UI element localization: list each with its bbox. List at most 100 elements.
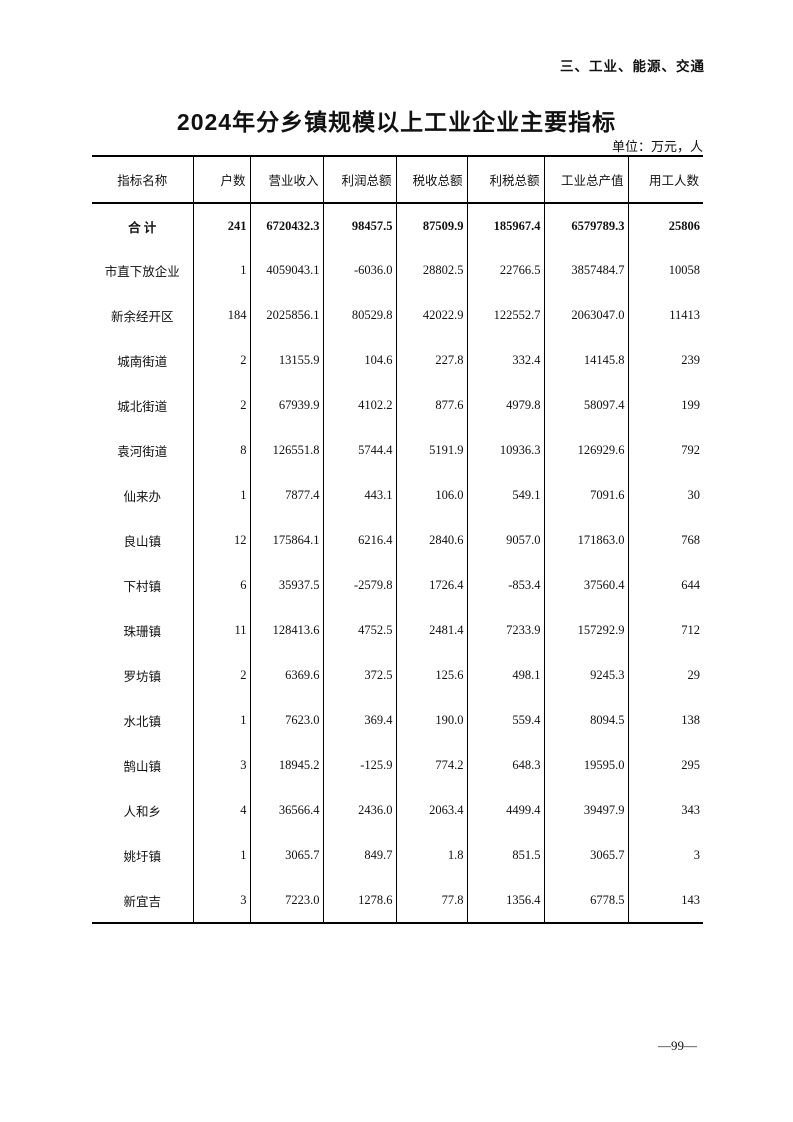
page-title: 2024年分乡镇规模以上工业企业主要指标: [176, 109, 617, 135]
row-value-cell: 2063.4: [396, 788, 468, 833]
row-value-cell: 6: [193, 563, 251, 608]
row-value-cell: 2: [193, 383, 251, 428]
column-header-employee-count: 用工人数: [628, 156, 703, 204]
row-value-cell: 2: [193, 653, 251, 698]
row-value-cell: 42022.9: [396, 293, 468, 338]
row-value-cell: 774.2: [396, 743, 468, 788]
table-row: 人和乡 4 36566.4 2436.0 2063.4 4499.4 39497.9 343: [92, 788, 703, 833]
row-value-cell: 241: [193, 203, 251, 248]
row-value-cell: 4: [193, 788, 251, 833]
row-value-cell: -2579.8: [323, 563, 397, 608]
table-row: 新余经开区 184 2025856.1 80529.8 42022.9 122552.7 2…: [92, 293, 703, 338]
row-value-cell: 369.4: [323, 698, 397, 743]
row-value-cell: -853.4: [467, 563, 545, 608]
table-row: 姚圩镇 1 3065.7 849.7 1.8 851.5 3065.7 3: [92, 833, 703, 878]
row-value-cell: 1.8: [396, 833, 468, 878]
row-value-cell: 2436.0: [323, 788, 397, 833]
row-value-cell: 35937.5: [250, 563, 324, 608]
row-value-cell: 1: [193, 473, 251, 518]
row-value-cell: 7623.0: [250, 698, 324, 743]
row-value-cell: 7223.0: [250, 878, 324, 923]
table-row: 下村镇 6 35937.5 -2579.8 1726.4 -853.4 37560.4 644: [92, 563, 703, 608]
row-value-cell: 18945.2: [250, 743, 324, 788]
table-row: 珠珊镇 11 128413.6 4752.5 2481.4 7233.9 157292.9 7…: [92, 608, 703, 653]
indicators-table: 指标名称 户数 营业收入 利润总额 税收总额 利税总额 工业总产值 用工人数 合…: [92, 155, 703, 924]
row-indicator-name: 下村镇: [92, 563, 194, 608]
row-indicator-name: 新宜吉: [92, 878, 194, 923]
row-value-cell: 6720432.3: [250, 203, 324, 248]
row-value-cell: 1: [193, 248, 251, 293]
row-value-cell: 1278.6: [323, 878, 397, 923]
row-value-cell: 10058: [668, 263, 700, 277]
row-value-cell: 3: [193, 743, 251, 788]
row-value-cell: 1726.4: [396, 563, 468, 608]
row-value-cell: 185967.4: [467, 203, 545, 248]
unit-note: 单位：万元，人: [611, 139, 703, 154]
row-value-cell: 712: [681, 623, 700, 637]
row-value-cell: 343: [681, 803, 700, 817]
row-value-cell: 849.7: [323, 833, 397, 878]
row-value-cell: 332.4: [467, 338, 545, 383]
row-value-cell: -6036.0: [323, 248, 397, 293]
table-row: 水北镇 1 7623.0 369.4 190.0 559.4 8094.5 138: [92, 698, 703, 743]
row-value-cell: 87509.9: [396, 203, 468, 248]
row-value-cell: 2025856.1: [250, 293, 324, 338]
row-value-cell: 157292.9: [544, 608, 629, 653]
row-value-cell: 122552.7: [467, 293, 545, 338]
row-value-cell: 11413: [669, 308, 700, 322]
row-indicator-name: 袁河街道: [92, 428, 194, 473]
table-row: 仙来办 1 7877.4 443.1 106.0 549.1 7091.6 30: [92, 473, 703, 518]
row-value-cell: 851.5: [467, 833, 545, 878]
row-value-cell: 22766.5: [467, 248, 545, 293]
column-header-indicator-name: 指标名称: [92, 156, 194, 204]
row-value-cell: 4979.8: [467, 383, 545, 428]
row-value-cell: 549.1: [467, 473, 545, 518]
row-value-cell: 128413.6: [250, 608, 324, 653]
row-value-cell: 768: [681, 533, 700, 547]
row-value-cell: 67939.9: [250, 383, 324, 428]
row-value-cell: 6369.6: [250, 653, 324, 698]
row-value-cell: 13155.9: [250, 338, 324, 383]
page-number: —99—: [658, 1038, 697, 1053]
table-row: 罗坊镇 2 6369.6 372.5 125.6 498.1 9245.3 29: [92, 653, 703, 698]
table-header: 指标名称 户数 营业收入 利润总额 税收总额 利税总额 工业总产值 用工人数: [92, 156, 703, 204]
column-header-total-profit: 利润总额: [323, 156, 397, 204]
row-value-cell: 80529.8: [323, 293, 397, 338]
row-value-cell: -125.9: [323, 743, 397, 788]
row-value-cell: 98457.5: [323, 203, 397, 248]
row-value-cell: 295: [681, 758, 700, 772]
table-row: 良山镇 12 175864.1 6216.4 2840.6 9057.0 171863.0 7…: [92, 518, 703, 563]
row-value-cell: 648.3: [467, 743, 545, 788]
row-value-cell: 37560.4: [544, 563, 629, 608]
row-value-cell: 3065.7: [250, 833, 324, 878]
row-value-cell: 58097.4: [544, 383, 629, 428]
row-indicator-name: 新余经开区: [92, 293, 194, 338]
row-value-cell: 11: [193, 608, 251, 653]
row-value-cell: 28802.5: [396, 248, 468, 293]
row-value-cell: 138: [681, 713, 700, 727]
row-value-cell: 19595.0: [544, 743, 629, 788]
row-value-cell: 10936.3: [467, 428, 545, 473]
row-indicator-name: 人和乡: [92, 788, 194, 833]
table-row: 鹄山镇 3 18945.2 -125.9 774.2 648.3 19595.0 295: [92, 743, 703, 788]
row-value-cell: 104.6: [323, 338, 397, 383]
row-value-cell: 126551.8: [250, 428, 324, 473]
row-indicator-name: 姚圩镇: [92, 833, 194, 878]
row-value-cell: 6216.4: [323, 518, 397, 563]
row-value-cell: 4102.2: [323, 383, 397, 428]
row-value-cell: 7233.9: [467, 608, 545, 653]
row-indicator-name: 城南街道: [92, 338, 194, 383]
column-header-gross-output: 工业总产值: [544, 156, 629, 204]
row-value-cell: 2: [193, 338, 251, 383]
row-indicator-name: 仙来办: [92, 473, 194, 518]
row-value-cell: 4499.4: [467, 788, 545, 833]
row-value-cell: 30: [687, 488, 701, 502]
row-value-cell: 6778.5: [544, 878, 629, 923]
table-row: 新宜吉 3 7223.0 1278.6 77.8 1356.4 6778.5 143: [92, 878, 703, 923]
column-header-profit-and-tax: 利税总额: [467, 156, 545, 204]
row-value-cell: 2481.4: [396, 608, 468, 653]
row-value-cell: 8094.5: [544, 698, 629, 743]
row-value-cell: 8: [193, 428, 251, 473]
row-indicator-name: 城北街道: [92, 383, 194, 428]
